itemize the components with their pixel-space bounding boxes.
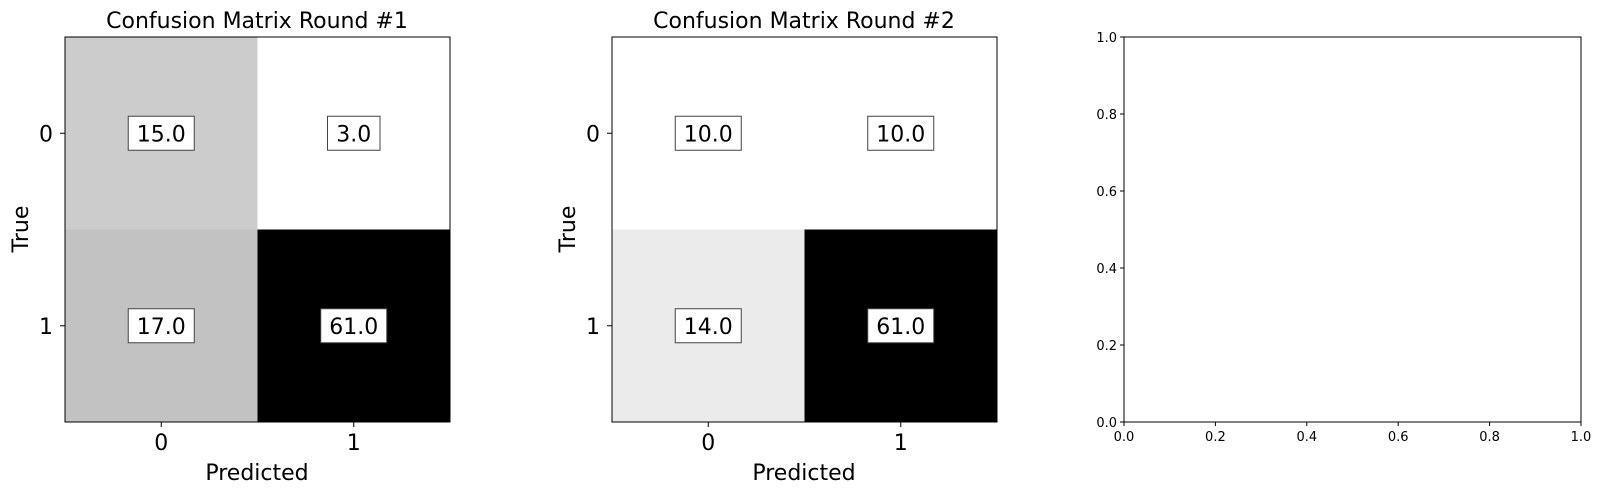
x-tick-label: 1 <box>894 431 908 456</box>
y-tick-label: 1.0 <box>1096 31 1117 46</box>
cell-label-text: 10.0 <box>876 122 925 147</box>
cell-label-box <box>674 308 742 344</box>
panel-2-y-ticks: 01 <box>586 122 612 340</box>
panel-1-cell-label-r1-c1: 61.0 <box>320 308 388 344</box>
panel-2-cell-label-r0-c0: 10.0 <box>674 115 742 151</box>
panel-3-x-ticks: 0.0 0.2 0.4 0.6 0.8 1.0 <box>1114 422 1592 445</box>
panel-1-cell-label-r1-c0: 17.0 <box>127 308 195 344</box>
cell-label-text: 15.0 <box>137 122 186 147</box>
cell-label-box <box>867 308 935 344</box>
panel-1-cell-label-r0-c1: 3.0 <box>327 115 381 151</box>
y-tick-label: 1 <box>586 315 600 340</box>
cell-label-text: 17.0 <box>137 315 186 340</box>
y-tick-label: 0.6 <box>1096 185 1117 200</box>
panel-2-cell-label-r0-c1: 10.0 <box>867 115 935 151</box>
x-tick-label: 0 <box>154 431 168 456</box>
cell-label-box <box>867 115 935 151</box>
panel-2-x-label: Predicted <box>752 461 855 486</box>
x-tick-label: 0.0 <box>1114 430 1135 445</box>
cell-label-box <box>127 308 195 344</box>
x-tick-label: 1 <box>347 431 361 456</box>
x-tick-label: 0 <box>701 431 715 456</box>
panel-1-cell-label-r0-c0: 15.0 <box>127 115 195 151</box>
panel-1-x-label: Predicted <box>205 461 308 486</box>
x-tick-label: 0.4 <box>1296 430 1317 445</box>
panel-2-cells: 10.0 10.0 14.0 61.0 <box>612 37 997 422</box>
confusion-matrix-panel-1: Confusion Matrix Round #1 15.0 3.0 17.0 61.… <box>9 9 451 486</box>
y-tick-label: 0.0 <box>1096 416 1117 431</box>
x-tick-label: 0.8 <box>1479 430 1500 445</box>
y-tick-label: 1 <box>39 315 53 340</box>
cell-label-text: 14.0 <box>684 315 733 340</box>
cell-label-text: 61.0 <box>876 315 925 340</box>
panel-2-frame <box>611 36 998 423</box>
cell-label-box <box>327 115 381 151</box>
panel-2-cell-label-r1-c0: 14.0 <box>674 308 742 344</box>
panel-2-title: Confusion Matrix Round #2 <box>653 9 955 34</box>
y-tick-label: 0.8 <box>1096 108 1117 123</box>
cell-label-box <box>127 115 195 151</box>
panel-1-cells: 15.0 3.0 17.0 61.0 <box>65 37 450 422</box>
cell-label-box <box>320 308 388 344</box>
confusion-matrix-panel-2: Confusion Matrix Round #2 10.0 10.0 14.0 61… <box>556 9 998 486</box>
empty-axes-panel-3: 0.0 0.2 0.4 0.6 0.8 1.0 0.0 0.2 0.4 0.6 0.8 1.0 <box>1096 31 1591 445</box>
cell-label-box <box>674 115 742 151</box>
x-tick-label: 0.6 <box>1388 430 1409 445</box>
y-tick-label: 0.4 <box>1096 262 1117 277</box>
x-tick-label: 1.0 <box>1571 430 1592 445</box>
panel-1-y-label: True <box>9 206 34 254</box>
y-tick-label: 0 <box>586 122 600 147</box>
panel-1-frame <box>64 36 451 423</box>
panel-1-y-ticks: 01 <box>39 122 65 340</box>
panel-2-cell-label-r1-c1: 61.0 <box>867 308 935 344</box>
x-tick-label: 0.2 <box>1205 430 1226 445</box>
cell-label-text: 3.0 <box>336 122 371 147</box>
panel-2-y-label: True <box>556 206 581 254</box>
y-tick-label: 0 <box>39 122 53 147</box>
y-tick-label: 0.2 <box>1096 339 1117 354</box>
panel-1-title: Confusion Matrix Round #1 <box>106 9 408 34</box>
cell-label-text: 61.0 <box>329 315 378 340</box>
panel-3-frame <box>1123 36 1582 423</box>
panel-3-y-ticks: 0.0 0.2 0.4 0.6 0.8 1.0 <box>1096 31 1124 431</box>
cell-label-text: 10.0 <box>684 122 733 147</box>
